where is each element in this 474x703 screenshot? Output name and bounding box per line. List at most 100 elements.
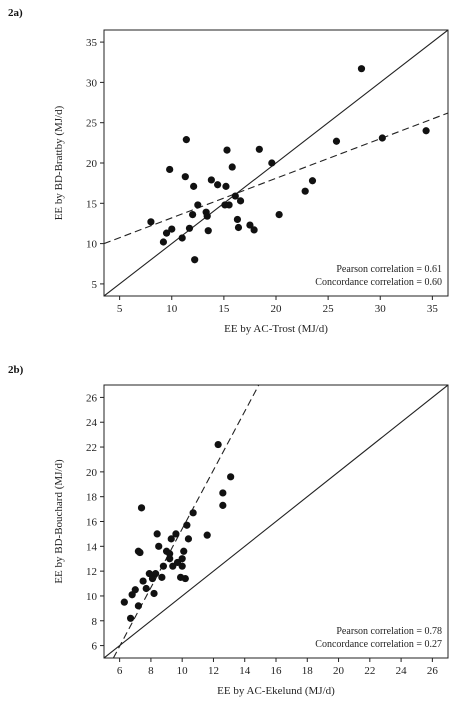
data-point	[301, 187, 309, 195]
data-point	[268, 159, 276, 167]
x-tick-label: 26	[427, 665, 439, 677]
data-point	[167, 535, 175, 543]
y-tick-label: 6	[92, 641, 98, 653]
panel-label-a: 2a)	[8, 7, 23, 19]
x-tick-label: 35	[427, 303, 439, 315]
y-tick-label: 24	[86, 417, 98, 429]
data-point	[194, 201, 202, 209]
data-point	[203, 531, 211, 539]
data-point	[357, 65, 366, 73]
chart-panel-0: 5 10 15 20 25 30 35 5 10 15 20 25 30 35 Pearson correl…	[53, 29, 449, 335]
data-point	[275, 210, 283, 219]
data-point	[225, 201, 233, 209]
x-tick-label: 10	[177, 665, 189, 677]
y-tick-label: 25	[86, 118, 98, 130]
data-point	[159, 562, 168, 570]
y-tick-label: 10	[86, 591, 98, 603]
x-tick-label: 22	[364, 665, 375, 677]
data-point	[214, 440, 222, 449]
data-point	[234, 223, 243, 232]
correlation-annotation: Pearson correlation = 0.78	[336, 626, 442, 637]
data-point	[178, 562, 186, 570]
x-tick-label: 24	[396, 665, 408, 677]
data-point	[172, 530, 180, 538]
data-point	[191, 256, 199, 264]
data-point	[150, 589, 158, 598]
data-point	[250, 226, 258, 234]
x-tick-label: 15	[218, 303, 230, 315]
data-point	[147, 218, 155, 226]
data-point	[153, 530, 161, 538]
data-point	[207, 176, 215, 184]
data-point	[134, 602, 142, 610]
data-point	[190, 182, 198, 190]
data-point	[178, 555, 186, 563]
data-point	[233, 215, 242, 224]
data-point	[223, 146, 231, 154]
data-point	[155, 542, 163, 550]
data-point	[185, 224, 194, 232]
data-point	[219, 489, 227, 497]
x-tick-label: 8	[148, 665, 154, 677]
data-point	[178, 234, 186, 242]
data-point	[422, 127, 430, 135]
data-point	[236, 197, 245, 205]
data-point	[184, 535, 193, 543]
data-point	[189, 210, 197, 219]
x-tick-label: 16	[271, 665, 283, 677]
regression-line	[104, 112, 448, 245]
y-tick-label: 18	[86, 492, 98, 504]
identity-line	[104, 30, 448, 296]
data-point	[332, 137, 341, 145]
data-point	[219, 501, 227, 509]
data-point	[166, 550, 174, 558]
data-point	[181, 173, 189, 181]
x-tick-label: 12	[208, 665, 219, 677]
y-tick-label: 14	[86, 541, 98, 553]
y-tick-label: 5	[92, 279, 98, 291]
y-tick-label: 22	[86, 442, 97, 454]
data-point	[182, 136, 190, 144]
y-tick-label: 10	[86, 239, 98, 251]
data-point	[166, 165, 174, 174]
y-axis-label: EE by BD-Bouchard (MJ/d)	[53, 459, 65, 584]
x-tick-label: 20	[333, 665, 345, 677]
y-tick-label: 26	[86, 392, 98, 404]
data-point	[137, 504, 146, 512]
data-point	[189, 509, 197, 517]
x-tick-label: 30	[375, 303, 387, 315]
x-tick-label: 25	[323, 303, 335, 315]
x-tick-label: 10	[166, 303, 178, 315]
y-tick-label: 30	[86, 77, 98, 89]
data-point	[136, 548, 144, 557]
data-point	[203, 212, 211, 220]
data-point	[180, 547, 188, 555]
y-tick-label: 16	[86, 517, 98, 529]
panel-label-b: 2b)	[8, 364, 24, 376]
data-point	[308, 177, 317, 185]
data-point	[246, 221, 254, 229]
data-point	[159, 238, 168, 246]
data-point	[131, 586, 139, 594]
regression-line	[112, 385, 260, 658]
data-point	[214, 181, 222, 189]
x-tick-label: 6	[117, 665, 123, 677]
chart-panel-1: 6 8 10 12 14 16 18 20 22 24 26 6 8 10 12 14 16 18 20 22 24 26…	[53, 384, 449, 697]
data-point	[158, 573, 166, 581]
correlation-annotation: Pearson correlation = 0.61	[336, 264, 442, 275]
identity-line	[104, 385, 448, 658]
data-point	[181, 574, 189, 583]
data-point	[228, 163, 236, 171]
y-tick-label: 12	[86, 566, 97, 578]
x-tick-label: 18	[302, 665, 314, 677]
y-axis-label: EE by BD-Brattby (MJ/d)	[53, 105, 65, 220]
y-tick-label: 20	[86, 467, 98, 479]
x-tick-label: 14	[239, 665, 251, 677]
data-point	[126, 614, 135, 622]
data-point	[168, 225, 176, 233]
correlation-annotation: Concordance correlation = 0.60	[315, 277, 442, 288]
y-tick-label: 35	[86, 37, 98, 49]
y-tick-label: 8	[92, 616, 98, 628]
data-point	[204, 227, 212, 235]
